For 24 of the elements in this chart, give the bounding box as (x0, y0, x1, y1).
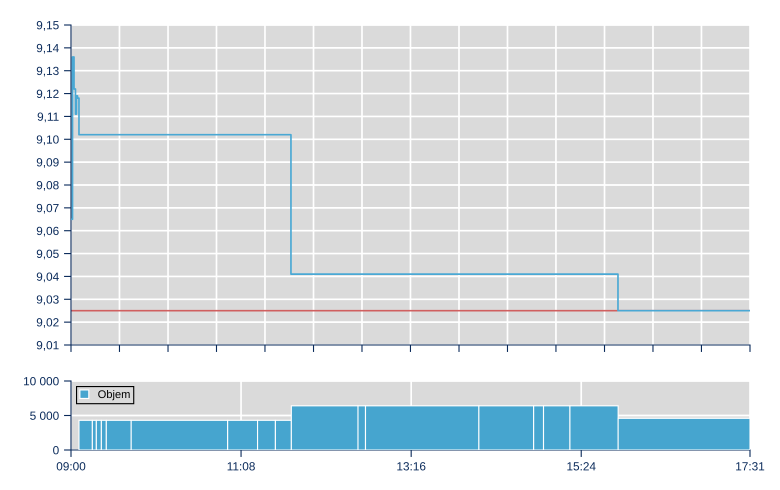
x-tick-label: 17:31 (736, 462, 764, 470)
y-tick-label: 9,12 (36, 90, 59, 100)
y-tick-label: 9,05 (36, 250, 59, 260)
x-tick-label: 15:24 (567, 462, 596, 470)
legend-label: Objem (98, 390, 130, 400)
x-tick-label: 11:08 (228, 462, 255, 470)
y-tick-label: 0 (53, 446, 59, 454)
y-tick-label: 9,01 (36, 341, 59, 351)
y-tick-label: 9,09 (36, 158, 59, 168)
y-tick-label: 9,06 (36, 226, 59, 237)
y-tick-label: 10 000 (24, 377, 59, 386)
x-tick-label: 09:00 (56, 462, 86, 470)
y-tick-label: 9,14 (36, 44, 59, 54)
y-tick-label: 9,07 (36, 204, 59, 214)
y-tick-label: 9,08 (36, 181, 59, 191)
y-tick-label: 9,02 (36, 318, 59, 328)
y-tick-label: 9,11 (38, 112, 59, 122)
y-tick-label: 9,03 (36, 295, 59, 306)
y-tick-label: 9,15 (36, 21, 59, 31)
x-tick-label: 13:16 (397, 462, 426, 470)
y-tick-label: 9,04 (36, 272, 59, 282)
y-tick-label: 5 000 (30, 412, 59, 420)
y-tick-label: 9,10 (36, 135, 59, 146)
y-tick-label: 9,13 (36, 66, 59, 77)
